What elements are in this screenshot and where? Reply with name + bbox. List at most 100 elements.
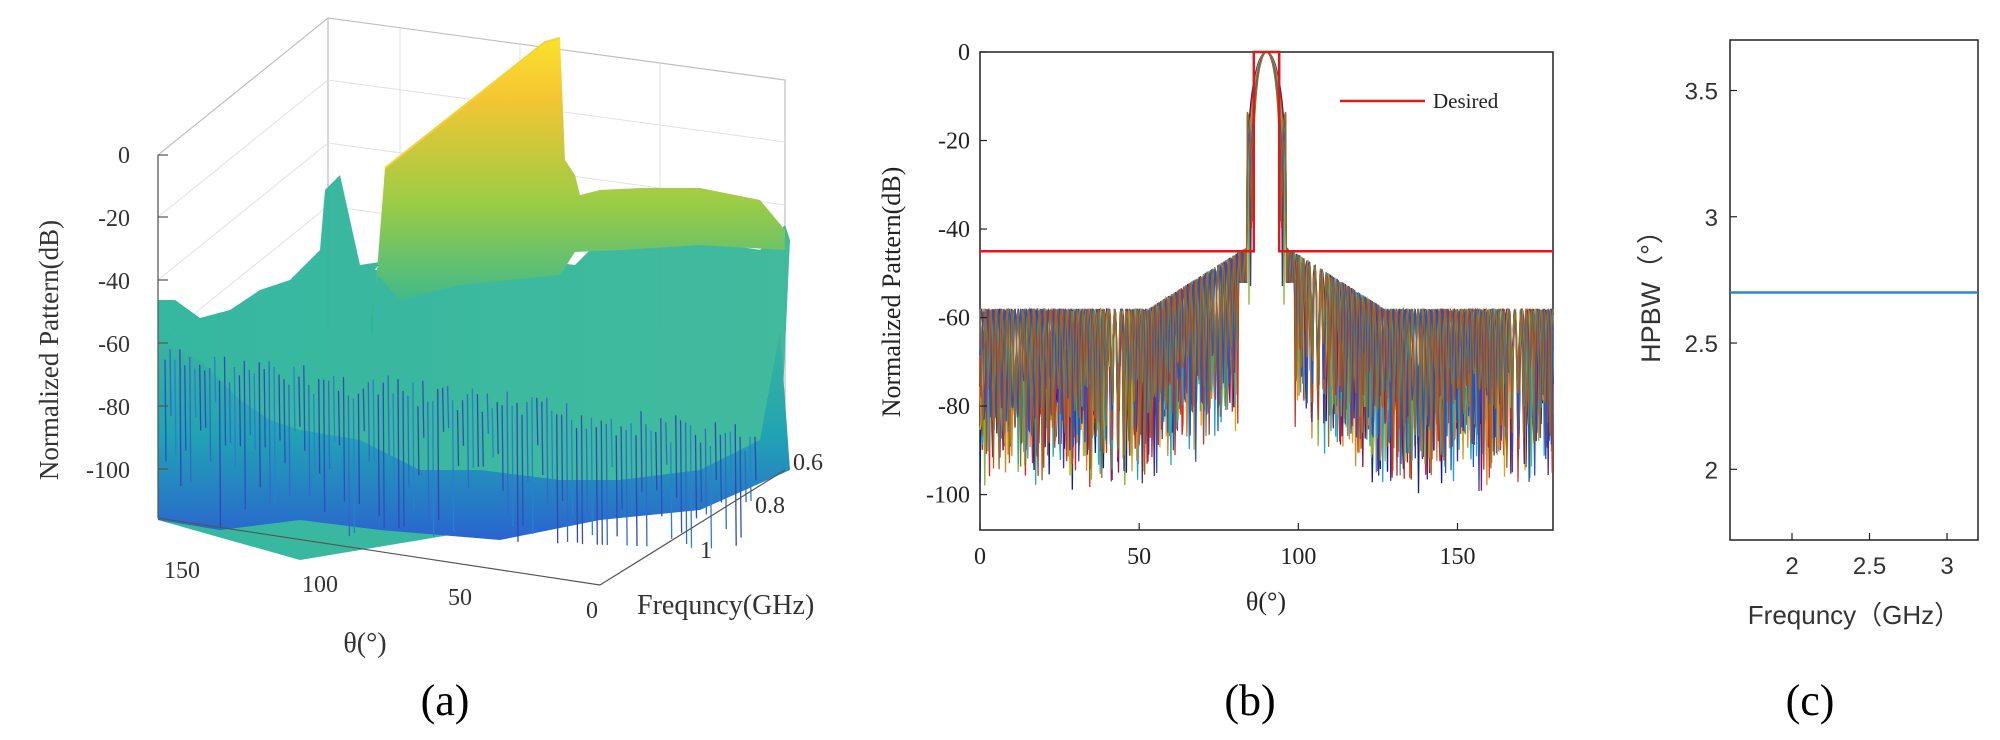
surface-null-spike	[268, 361, 271, 504]
y-axis-label-b: Normalized Pattern(dB)	[877, 167, 906, 418]
surface-null-spike	[233, 366, 237, 468]
x-tick: 50	[448, 585, 472, 611]
surface-null-spike	[437, 388, 440, 521]
surface-null-spike	[709, 445, 713, 549]
surface-null-spike	[367, 382, 370, 462]
surface-null-spike	[689, 425, 693, 548]
surface-null-spike	[446, 385, 450, 429]
pattern-curves	[979, 50, 1554, 494]
surface-null-spike	[451, 400, 455, 532]
y-tick-label: -40	[938, 217, 970, 243]
y-tick-label: 0	[958, 40, 970, 66]
surface-null-spike	[332, 375, 336, 442]
surface-null-spike	[298, 376, 301, 427]
z-axis-label: Normalized Pattern(dB)	[34, 220, 64, 480]
surface-null-spike	[283, 379, 286, 464]
surface-null-spike	[293, 366, 296, 432]
y-tick-label: 2.5	[1685, 331, 1718, 358]
surface-null-spike	[645, 424, 648, 547]
surface-null-spike	[724, 432, 727, 530]
panel-a: 0 -20 -40 -60 -80 -100 Normalized Patter…	[34, 17, 823, 725]
surface-null-spike	[575, 427, 579, 543]
surface-null-spike	[605, 423, 608, 546]
surface-null-spike	[670, 442, 673, 539]
surface-null-spike	[342, 377, 346, 502]
surface-null-spike	[248, 369, 251, 436]
surface-null-spike	[372, 379, 375, 464]
surface-null-spike	[441, 387, 445, 432]
surface-null-spike	[476, 394, 480, 467]
surface-null-spike	[496, 402, 499, 455]
x-tick-label: 50	[1127, 544, 1151, 570]
surface-null-spike	[347, 395, 351, 537]
surface-null-spike	[238, 375, 242, 447]
z-tick-marks	[157, 154, 168, 518]
surface-null-spike	[382, 382, 385, 528]
surface-null-spike	[526, 402, 529, 482]
surface-null-spike	[630, 423, 633, 513]
surface-null-spike	[501, 405, 504, 491]
surface-null-spike	[660, 418, 663, 517]
z-tick: -40	[98, 269, 130, 295]
surface-null-spike	[531, 397, 534, 535]
surface-null-spike	[486, 393, 489, 434]
panel-label-c: (c)	[1786, 676, 1835, 725]
surface-null-spike	[585, 428, 589, 515]
x-tick-label: 3	[1940, 553, 1953, 580]
surface-null-spike	[551, 410, 554, 493]
panel-c: 2 2.5 3 22.533.5 HPBW（°） Frequncy（GHz） (c)	[1636, 39, 1979, 725]
y-tick: 0.6	[793, 450, 823, 476]
surface-null-spike	[546, 397, 549, 504]
y-tick-label: 3.5	[1685, 79, 1718, 106]
surface-null-spike	[327, 380, 331, 470]
surface-null-spike	[694, 434, 698, 519]
surface-null-spike	[719, 434, 722, 503]
surface-null-spike	[407, 395, 410, 488]
surface-null-spike	[313, 393, 316, 470]
surface-null-spike	[258, 362, 261, 488]
x-ticks-b: 0 50 100 150	[974, 523, 1476, 570]
surface-null-spike	[729, 431, 732, 475]
surface-null-spike	[600, 420, 603, 545]
surface-null-spike	[511, 405, 514, 527]
surface-null-spike	[352, 398, 356, 534]
surface-null-spike	[189, 356, 192, 483]
surface-null-spike	[308, 384, 311, 497]
surface-null-spike	[273, 366, 276, 505]
surface-null-spike	[213, 356, 217, 403]
surface-null-spike	[570, 419, 574, 515]
y-tick-label: -80	[938, 394, 970, 420]
surface-null-spike	[640, 411, 643, 492]
surface-null-spike	[595, 427, 598, 545]
surface-null-spike	[199, 364, 202, 431]
surface-null-spike	[481, 411, 484, 467]
surface-null-spike	[323, 379, 326, 512]
panel-label-b: (b)	[1224, 676, 1275, 725]
plot-area-b	[979, 51, 1554, 531]
x-tick-label: 100	[1280, 544, 1316, 570]
surface-null-spike	[516, 402, 519, 542]
z-tick: -60	[98, 332, 130, 358]
surface-null-spike	[610, 418, 613, 468]
surface-null-spike	[704, 428, 708, 515]
surface-null-spike	[337, 390, 341, 446]
x-tick-label: 0	[974, 544, 986, 570]
surface-null-spike	[679, 420, 683, 533]
surface-null-spike	[754, 436, 757, 481]
surface-null-spike	[699, 442, 703, 503]
y-tick-label: -60	[938, 306, 970, 332]
surface-null-spike	[556, 414, 559, 544]
surface-null-spike	[392, 393, 395, 483]
surface-null-spike	[625, 429, 628, 546]
surface-null-spike	[218, 380, 222, 528]
surface-null-spike	[318, 378, 321, 474]
surface-null-spike	[461, 400, 465, 446]
surface-null-spike	[174, 359, 177, 456]
surface-null-spike	[506, 391, 509, 515]
surface-null-spike	[422, 380, 425, 438]
surface-null-spike	[263, 368, 266, 448]
surface-null-spike	[303, 365, 306, 451]
axis-z: 0 -20 -40 -60 -80 -100	[86, 143, 130, 484]
surface-null-spike	[278, 374, 281, 441]
